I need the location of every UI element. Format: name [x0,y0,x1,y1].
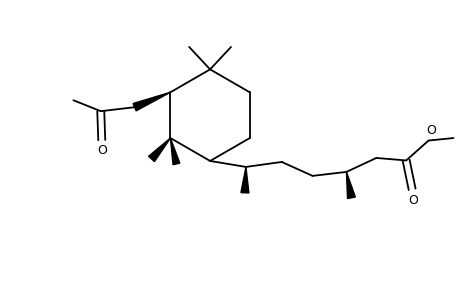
Text: O: O [425,124,435,136]
Polygon shape [241,167,248,193]
Polygon shape [170,138,179,165]
Text: O: O [407,194,417,207]
Polygon shape [133,92,170,111]
Polygon shape [148,138,170,162]
Text: O: O [96,145,106,158]
Polygon shape [346,172,354,199]
